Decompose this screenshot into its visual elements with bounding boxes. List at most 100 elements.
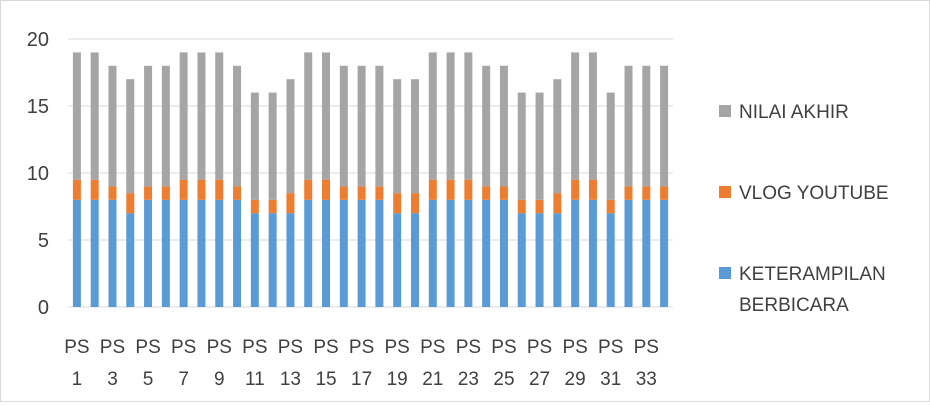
bar-segment-series-1-cat-10	[250, 199, 259, 214]
bar-segment-series-2-cat-25	[517, 92, 526, 200]
x-tick-label-bottom: 19	[387, 369, 408, 390]
bar-segment-series-0-cat-28	[571, 199, 580, 307]
bar-segment-series-2-cat-23	[482, 65, 491, 187]
bar-segment-series-0-cat-24	[499, 199, 508, 307]
y-axis-ticks: 0 5 10 15 20	[27, 29, 49, 319]
legend: NILAI AKHIR VLOG YOUTUBE KETERAMPILAN BERBI…	[719, 102, 889, 316]
bar-segment-series-0-cat-8	[215, 199, 224, 307]
bar-segment-series-0-cat-31	[624, 199, 633, 307]
x-axis-ticks: PS 1 PS 3 PS 5 PS 7 PS 9 PS 11 PS 13 PS 15 PS 17 PS 19 PS 21 P…	[64, 337, 659, 390]
bar-segment-series-1-cat-25	[517, 199, 526, 214]
legend-label: VLOG YOUTUBE	[739, 183, 889, 204]
x-tick-label-top: PS	[420, 337, 445, 358]
bar-segment-series-2-cat-14	[322, 52, 331, 180]
x-tick-label-top: PS	[349, 337, 374, 358]
bar-segment-series-2-cat-19	[410, 79, 419, 194]
x-tick-label-bottom: 33	[636, 369, 657, 390]
bar-segment-series-0-cat-23	[482, 199, 491, 307]
x-tick-label-top: PS	[313, 337, 338, 358]
x-tick-label-bottom: 7	[178, 369, 189, 390]
bar-segment-series-0-cat-15	[339, 199, 348, 307]
bar-segment-series-2-cat-5	[161, 65, 170, 187]
x-tick-label-bottom: 5	[143, 369, 154, 390]
bar-segment-series-1-cat-8	[215, 179, 224, 200]
bar-segment-series-0-cat-1	[90, 199, 99, 307]
bar-segment-series-0-cat-26	[535, 213, 544, 307]
bar-segment-series-2-cat-7	[197, 52, 206, 180]
bar-segment-series-1-cat-1	[90, 179, 99, 200]
bar-segment-series-1-cat-9	[233, 186, 242, 200]
bar-segment-series-2-cat-32	[642, 65, 651, 187]
bar-segment-series-1-cat-3	[126, 193, 135, 214]
y-tick-label: 0	[38, 297, 49, 319]
bar-segment-series-2-cat-29	[588, 52, 597, 180]
bar-segment-series-1-cat-0	[72, 179, 81, 200]
bar-segment-series-0-cat-30	[606, 213, 615, 307]
y-tick-label: 20	[27, 29, 49, 51]
x-tick-label-bottom: 21	[422, 369, 443, 390]
x-tick-label-top: PS	[527, 337, 552, 358]
bar-segment-series-1-cat-5	[161, 186, 170, 200]
bar-segment-series-1-cat-11	[268, 199, 277, 214]
bar-segment-series-1-cat-21	[446, 179, 455, 200]
bar-segment-series-2-cat-12	[286, 79, 295, 194]
bar-segment-series-1-cat-27	[553, 193, 562, 214]
bar-segment-series-2-cat-4	[144, 65, 153, 187]
bar-segment-series-2-cat-22	[464, 52, 473, 180]
bar-segment-series-0-cat-13	[304, 199, 313, 307]
bar-segment-series-0-cat-2	[108, 199, 117, 307]
x-tick-label-top: PS	[562, 337, 587, 358]
bar-segment-series-1-cat-7	[197, 179, 206, 200]
bar-segment-series-0-cat-5	[161, 199, 170, 307]
bar-segment-series-2-cat-18	[393, 79, 402, 194]
bar-segment-series-2-cat-21	[446, 52, 455, 180]
x-tick-label-top: PS	[385, 337, 410, 358]
bar-segment-series-0-cat-33	[660, 199, 669, 307]
legend-label: BERBICARA	[739, 295, 849, 316]
legend-label: KETERAMPILAN	[739, 264, 886, 285]
bar-segment-series-2-cat-33	[660, 65, 669, 187]
x-tick-label-bottom: 1	[72, 369, 83, 390]
x-tick-label-top: PS	[135, 337, 160, 358]
bar-segment-series-0-cat-20	[428, 199, 437, 307]
x-tick-label-top: PS	[64, 337, 89, 358]
bar-segment-series-1-cat-16	[357, 186, 366, 200]
bar-segment-series-2-cat-9	[233, 65, 242, 187]
x-tick-label-bottom: 27	[529, 369, 550, 390]
y-tick-label: 15	[27, 96, 49, 118]
x-tick-label-top: PS	[207, 337, 232, 358]
y-tick-label: 5	[38, 230, 49, 252]
bar-segment-series-2-cat-16	[357, 65, 366, 187]
bar-segment-series-2-cat-30	[606, 92, 615, 200]
bar-segment-series-2-cat-10	[250, 92, 259, 200]
bar-segment-series-0-cat-27	[553, 213, 562, 307]
legend-swatch	[719, 267, 731, 279]
x-tick-label-bottom: 13	[280, 369, 301, 390]
bar-segment-series-1-cat-20	[428, 179, 437, 200]
bar-segment-series-2-cat-28	[571, 52, 580, 180]
bar-segment-series-2-cat-17	[375, 65, 384, 187]
bar-segment-series-1-cat-15	[339, 186, 348, 200]
bar-segment-series-2-cat-3	[126, 79, 135, 194]
x-tick-label-bottom: 9	[214, 369, 225, 390]
bar-segment-series-2-cat-1	[90, 52, 99, 180]
bar-segment-series-1-cat-12	[286, 193, 295, 214]
bar-segment-series-2-cat-11	[268, 92, 277, 200]
bar-segment-series-1-cat-22	[464, 179, 473, 200]
bar-segment-series-2-cat-27	[553, 79, 562, 194]
bar-segment-series-0-cat-14	[322, 199, 331, 307]
gridlines	[68, 38, 673, 308]
x-tick-label-bottom: 29	[565, 369, 586, 390]
bar-segment-series-1-cat-30	[606, 199, 615, 214]
bar-segment-series-0-cat-3	[126, 213, 135, 307]
bar-segment-series-1-cat-28	[571, 179, 580, 200]
bar-segment-series-0-cat-21	[446, 199, 455, 307]
x-tick-label-bottom: 31	[600, 369, 621, 390]
bar-segment-series-0-cat-6	[179, 199, 188, 307]
bar-segment-series-0-cat-17	[375, 199, 384, 307]
bar-segment-series-1-cat-13	[304, 179, 313, 200]
bar-segment-series-2-cat-15	[339, 65, 348, 187]
x-tick-label-top: PS	[278, 337, 303, 358]
x-tick-label-top: PS	[171, 337, 196, 358]
